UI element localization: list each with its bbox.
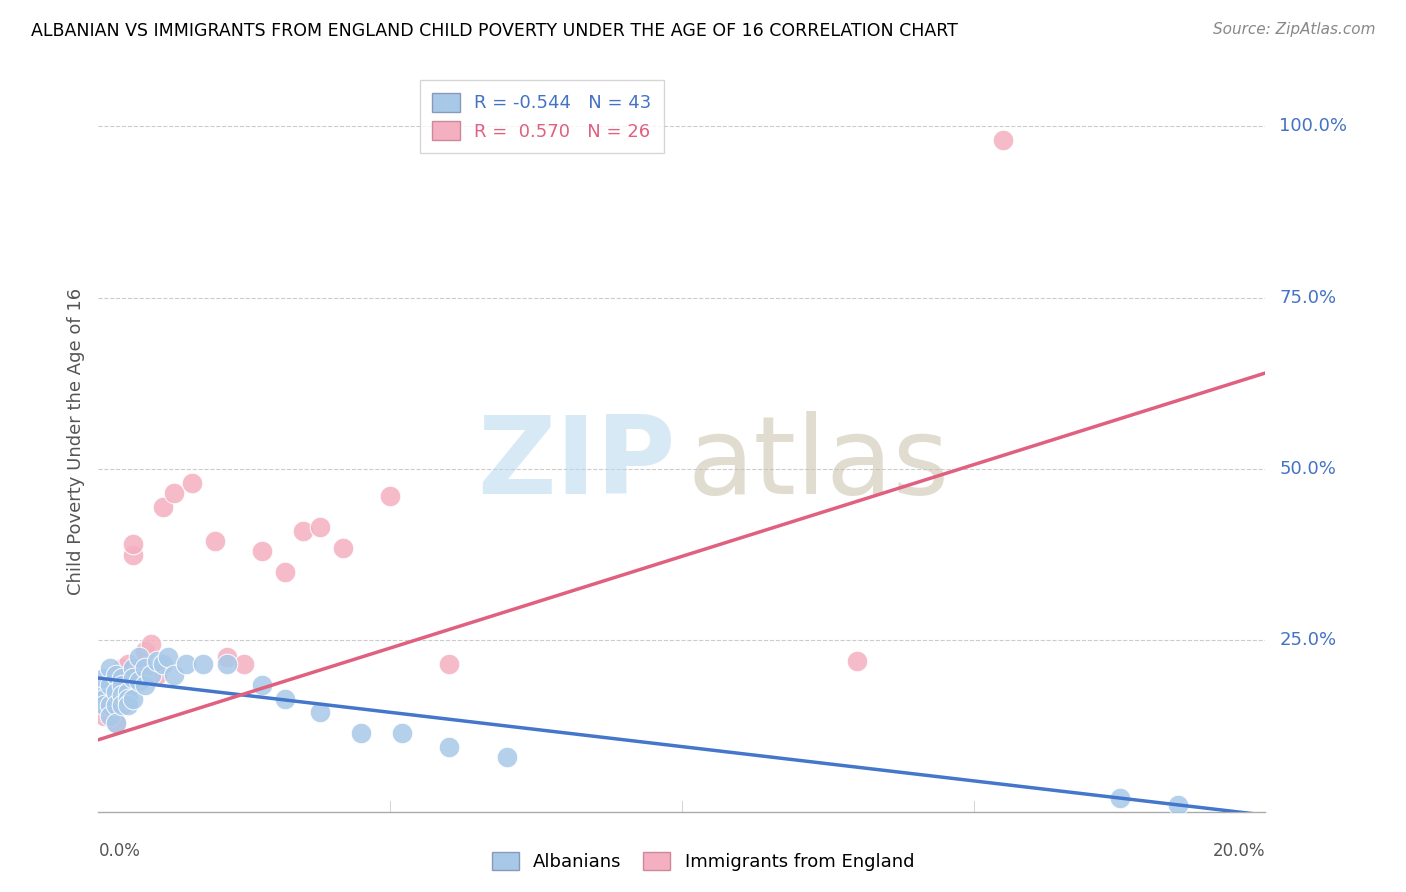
Point [291,524,314,538]
Point [215,657,238,672]
Point [122,548,145,562]
Point [146,654,169,668]
Point [250,678,273,692]
Point [496,750,519,764]
Point [117,691,139,706]
Point [98,698,121,713]
Point [117,657,139,672]
Point [98,661,121,675]
Point [163,486,186,500]
Point [93,671,115,685]
Point [134,643,156,657]
Point [111,678,134,692]
Point [90,685,112,699]
Point [152,657,174,672]
Point [104,715,127,730]
Point [117,685,139,699]
Point [104,698,127,713]
Point [104,685,127,699]
Point [274,691,297,706]
Point [111,698,134,713]
Point [111,671,134,685]
Point [846,654,869,668]
Point [98,698,121,713]
Text: 50.0%: 50.0% [1279,460,1336,478]
Point [98,678,121,692]
Point [117,698,139,713]
Point [309,520,332,534]
Point [193,657,215,672]
Point [111,688,134,702]
Text: 100.0%: 100.0% [1279,117,1347,136]
Point [128,674,150,689]
Point [350,726,373,740]
Y-axis label: Child Poverty Under the Age of 16: Child Poverty Under the Age of 16 [66,288,84,595]
Point [139,637,162,651]
Point [104,667,127,681]
Point [122,537,145,551]
Point [134,661,156,675]
Text: 25.0%: 25.0% [1279,632,1337,649]
Point [146,667,169,681]
Point [128,661,150,675]
Point [437,739,460,754]
Point [134,678,156,692]
Text: ALBANIAN VS IMMIGRANTS FROM ENGLAND CHILD POVERTY UNDER THE AGE OF 16 CORRELATIO: ALBANIAN VS IMMIGRANTS FROM ENGLAND CHIL… [31,22,957,40]
Point [93,708,115,723]
Point [163,667,186,681]
Point [991,133,1014,147]
Point [180,475,202,490]
Point [380,489,402,503]
Point [1167,797,1189,812]
Point [93,698,115,713]
Text: 75.0%: 75.0% [1279,289,1337,307]
Point [215,650,238,665]
Point [391,726,413,740]
Point [332,541,354,555]
Point [157,650,180,665]
Text: 0.0%: 0.0% [98,842,141,860]
Point [122,661,145,675]
Point [233,657,256,672]
Point [122,691,145,706]
Point [128,650,150,665]
Legend: R = -0.544   N = 43, R =  0.570   N = 26: R = -0.544 N = 43, R = 0.570 N = 26 [420,80,664,153]
Point [437,657,460,672]
Point [174,657,197,672]
Point [204,533,226,548]
Point [104,715,127,730]
Point [274,565,297,579]
Text: 20.0%: 20.0% [1213,842,1265,860]
Text: Source: ZipAtlas.com: Source: ZipAtlas.com [1212,22,1375,37]
Point [152,500,174,514]
Point [98,708,121,723]
Point [1108,791,1130,805]
Point [111,661,134,675]
Text: atlas: atlas [688,410,949,516]
Text: ZIP: ZIP [478,410,676,516]
Legend: Albanians, Immigrants from England: Albanians, Immigrants from England [485,845,921,879]
Point [309,706,332,720]
Point [250,544,273,558]
Point [93,691,115,706]
Point [139,667,162,681]
Point [122,671,145,685]
